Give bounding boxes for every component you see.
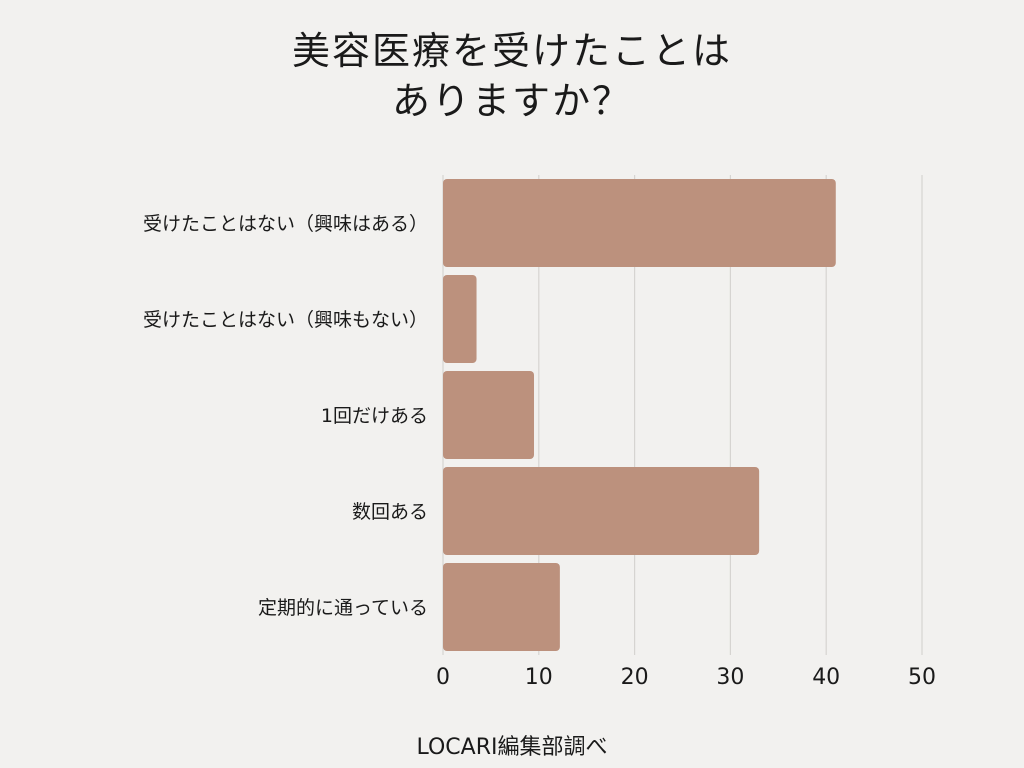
category-label-1: 受けたことはない（興味はある） bbox=[143, 213, 428, 235]
chart-title: 美容医療を受けたことは ありますか？ bbox=[0, 26, 1024, 126]
category-label-4: 数回ある bbox=[352, 501, 428, 523]
category-labels: 受けたことはない（興味はある） 受けたことはない（興味もない） 1回だけある数回ある… bbox=[143, 213, 428, 619]
category-label-3: 1回だけある bbox=[321, 405, 428, 427]
x-tick-label-0: 0 bbox=[436, 665, 450, 690]
source-note: LOCARI編集部調べ bbox=[416, 735, 608, 760]
chart-title-line-2: ありますか？ bbox=[391, 79, 632, 123]
x-tick-label-40: 40 bbox=[812, 665, 840, 690]
bar-5 bbox=[443, 563, 560, 651]
chart-title-line-1: 美容医療を受けたことは bbox=[291, 29, 732, 73]
bar-1 bbox=[443, 179, 836, 267]
x-tick-label-30: 30 bbox=[716, 665, 744, 690]
bar-2 bbox=[443, 275, 477, 363]
bar-3 bbox=[443, 371, 535, 459]
x-tick-label-50: 50 bbox=[908, 665, 936, 690]
bar-4 bbox=[443, 467, 760, 555]
x-tick-label-20: 20 bbox=[621, 665, 649, 690]
category-label-2: 受けたことはない（興味もない） bbox=[143, 309, 428, 331]
x-tick-labels: 0 10 20 30 40 50 bbox=[436, 665, 936, 690]
category-label-5: 定期的に通っている bbox=[258, 597, 428, 619]
x-tick-label-10: 10 bbox=[525, 665, 553, 690]
bars bbox=[443, 179, 836, 651]
